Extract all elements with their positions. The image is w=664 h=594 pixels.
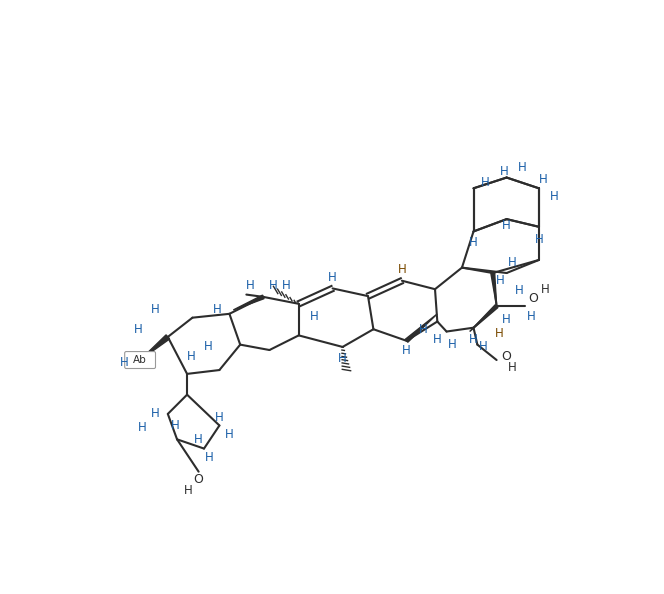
- Text: H: H: [540, 283, 550, 296]
- Text: H: H: [215, 411, 224, 424]
- Text: H: H: [500, 165, 509, 178]
- Text: H: H: [469, 236, 478, 249]
- Text: H: H: [550, 189, 558, 203]
- Text: H: H: [515, 285, 524, 297]
- Text: H: H: [205, 451, 214, 465]
- Text: H: H: [328, 271, 337, 284]
- Text: H: H: [138, 421, 147, 434]
- Text: O: O: [194, 473, 204, 486]
- Text: H: H: [518, 161, 527, 174]
- Text: H: H: [539, 173, 547, 185]
- Polygon shape: [233, 295, 264, 310]
- Text: H: H: [184, 485, 193, 497]
- Text: H: H: [527, 309, 536, 323]
- Text: H: H: [402, 343, 411, 356]
- Text: H: H: [171, 419, 180, 432]
- Text: H: H: [419, 323, 428, 336]
- Text: H: H: [282, 279, 291, 292]
- Text: H: H: [338, 352, 347, 365]
- Text: H: H: [398, 264, 406, 276]
- Polygon shape: [491, 273, 497, 306]
- Text: H: H: [481, 176, 489, 189]
- Polygon shape: [140, 335, 169, 360]
- Text: H: H: [502, 312, 511, 326]
- Text: H: H: [187, 350, 195, 363]
- Text: H: H: [508, 256, 517, 268]
- Text: Ab: Ab: [133, 355, 147, 365]
- Text: O: O: [502, 350, 511, 363]
- Text: H: H: [151, 407, 160, 421]
- Text: H: H: [469, 333, 478, 346]
- Text: H: H: [433, 333, 442, 346]
- Text: H: H: [496, 274, 505, 287]
- Text: H: H: [246, 279, 254, 292]
- Text: H: H: [195, 433, 203, 446]
- Text: H: H: [151, 304, 160, 317]
- Text: H: H: [495, 327, 503, 340]
- FancyBboxPatch shape: [125, 352, 155, 368]
- Text: H: H: [309, 309, 319, 323]
- Text: H: H: [120, 356, 129, 369]
- Text: H: H: [479, 340, 488, 353]
- Text: H: H: [212, 304, 222, 317]
- Text: H: H: [203, 340, 212, 353]
- Text: O: O: [528, 292, 538, 305]
- Polygon shape: [469, 305, 498, 331]
- Text: H: H: [269, 279, 278, 292]
- Text: H: H: [134, 323, 143, 336]
- Text: H: H: [502, 219, 511, 232]
- Text: H: H: [508, 361, 517, 374]
- Text: H: H: [225, 428, 234, 441]
- Polygon shape: [405, 314, 438, 342]
- Text: H: H: [448, 338, 457, 351]
- Text: H: H: [535, 233, 543, 246]
